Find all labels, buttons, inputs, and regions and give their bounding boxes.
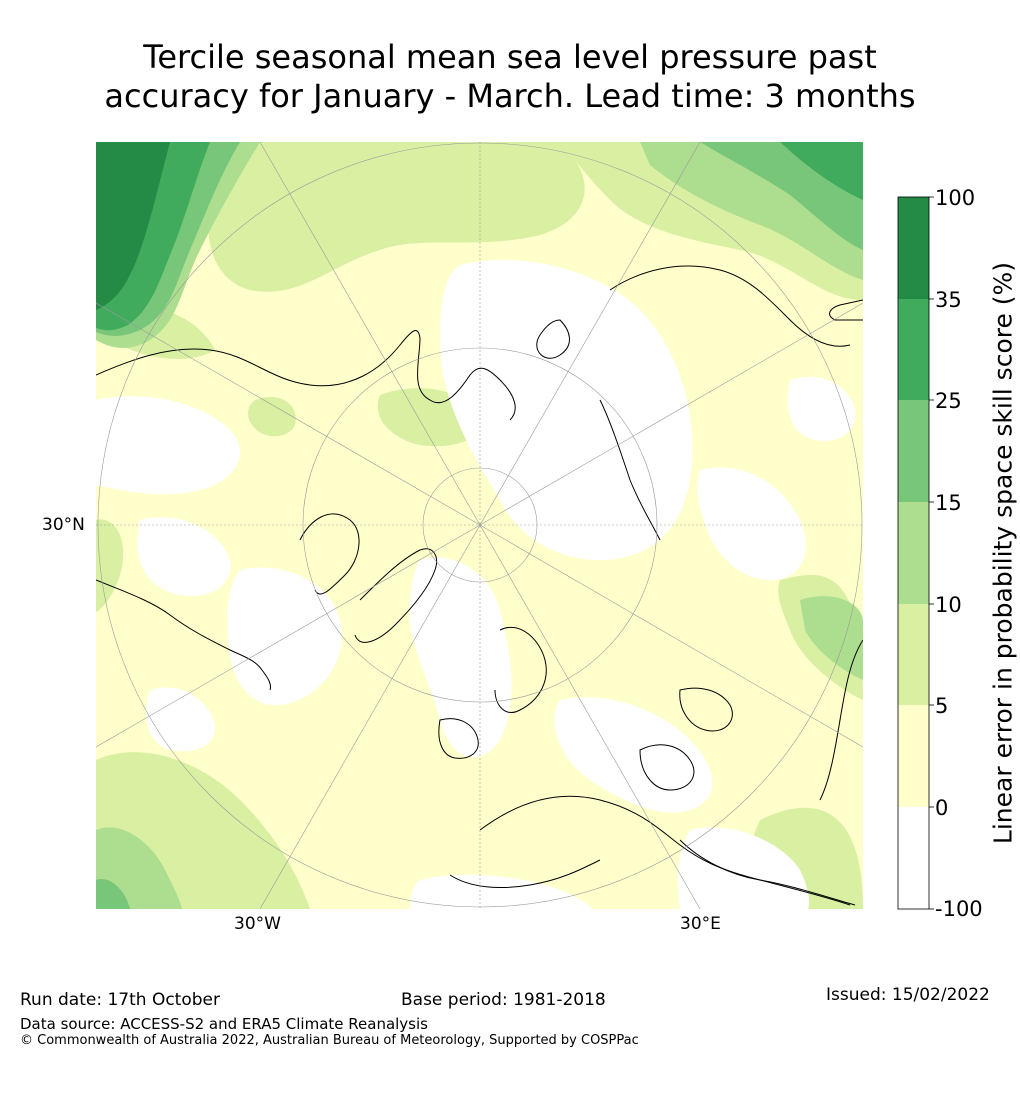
cbar-bin-0-5: [898, 705, 929, 807]
title-line-2: accuracy for January - March. Lead time:…: [104, 77, 916, 115]
colorbar-label-text: Linear error in probability space skill …: [988, 261, 1018, 845]
lon-label-30e: 30°E: [680, 914, 721, 934]
cbar-bin-25-35: [898, 299, 929, 400]
run-date: Run date: 17th October: [20, 990, 220, 1010]
cbar-bin-15-25: [898, 400, 929, 502]
cbar-tick-10: 10: [935, 593, 962, 617]
lat-label-30n: 30°N: [42, 515, 85, 535]
field-negative: [96, 260, 856, 909]
cbar-tick-100: 100: [935, 186, 976, 210]
copyright: © Commonwealth of Australia 2022, Austra…: [20, 1033, 639, 1048]
colorbar: [897, 196, 934, 910]
cbar-tick-25: 25: [935, 389, 962, 413]
chart-title: Tercile seasonal mean sea level pressure…: [0, 38, 1020, 116]
data-source: Data source: ACCESS-S2 and ERA5 Climate …: [20, 1015, 428, 1033]
cbar-tick-35: 35: [935, 288, 962, 312]
cbar-tick-0: 0: [935, 796, 949, 820]
cbar-tick-5: 5: [935, 694, 949, 718]
cbar-bin-neg: [898, 807, 929, 909]
field-35-100: [96, 142, 170, 310]
cbar-tick-15: 15: [935, 491, 962, 515]
cbar-outline: [897, 196, 930, 910]
cbar-bin-5-10: [898, 604, 929, 705]
coastlines: [96, 265, 863, 906]
title-line-1: Tercile seasonal mean sea level pressure…: [143, 38, 877, 76]
cbar-bin-35-100: [898, 197, 929, 299]
base-period: Base period: 1981-2018: [401, 990, 606, 1010]
lon-label-30w: 30°W: [234, 914, 281, 934]
cbar-bin-10-15: [898, 502, 929, 604]
cbar-tick-neg100: -100: [935, 897, 983, 921]
issued-date: Issued: 15/02/2022: [826, 985, 990, 1005]
